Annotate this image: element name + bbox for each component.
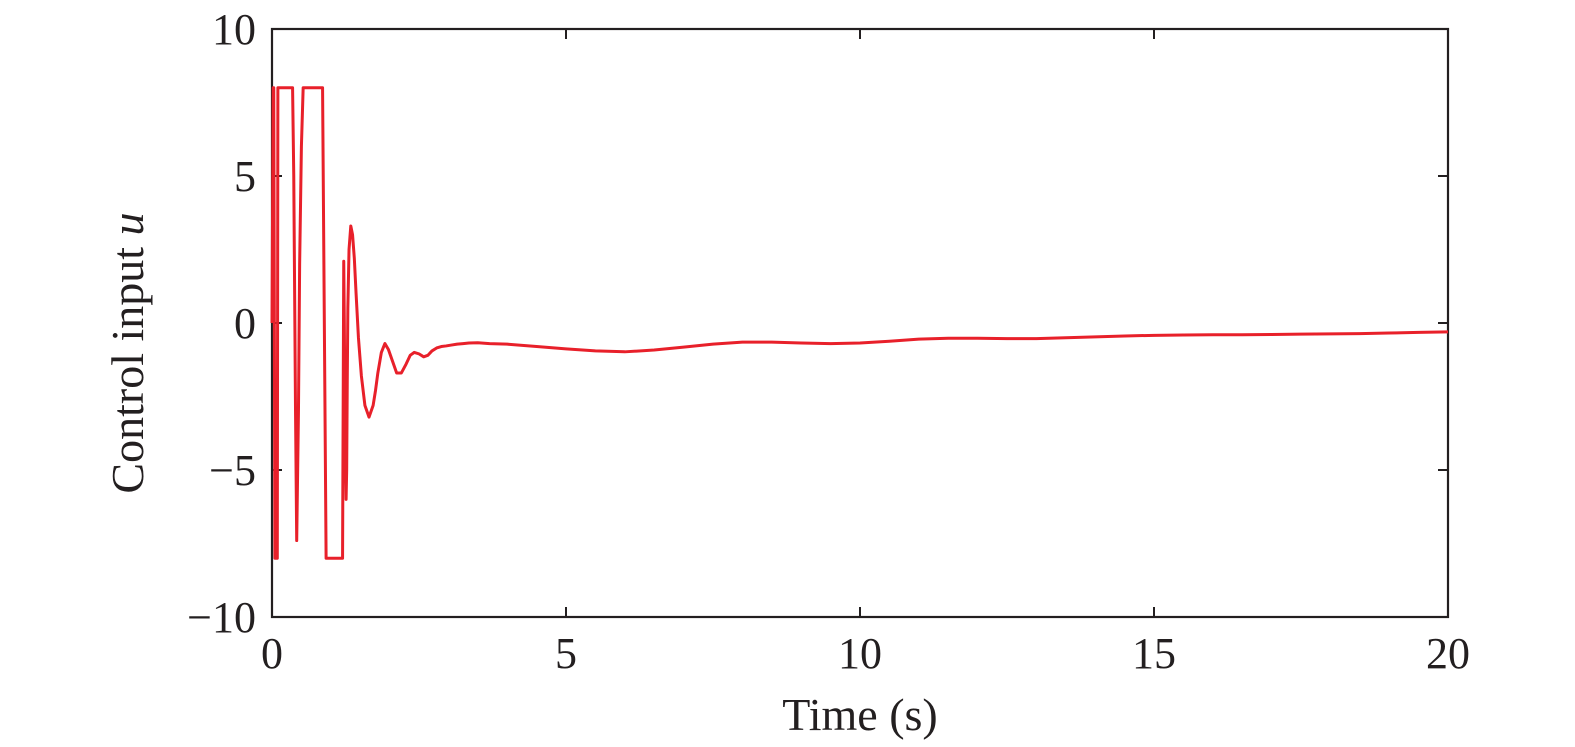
y-tick-label: 10	[212, 5, 256, 54]
y-tick-label: −5	[209, 446, 256, 495]
x-tick-label: 5	[555, 629, 577, 678]
y-axis-title-symbol: u	[102, 212, 153, 235]
x-tick-label: 15	[1132, 629, 1176, 678]
y-tick-label: 0	[234, 299, 256, 348]
x-tick-label: 20	[1426, 629, 1470, 678]
y-tick-label: −10	[187, 593, 256, 642]
x-axis-title: Time (s)	[782, 689, 938, 740]
y-tick-label: 5	[234, 152, 256, 201]
x-tick-label: 10	[838, 629, 882, 678]
x-tick-label: 0	[261, 629, 283, 678]
control-input-line	[270, 86, 1449, 560]
y-axis-title-text: Control input	[102, 235, 153, 493]
plot-area-frame	[270, 27, 1450, 619]
y-axis-title: Control input u	[102, 212, 153, 493]
